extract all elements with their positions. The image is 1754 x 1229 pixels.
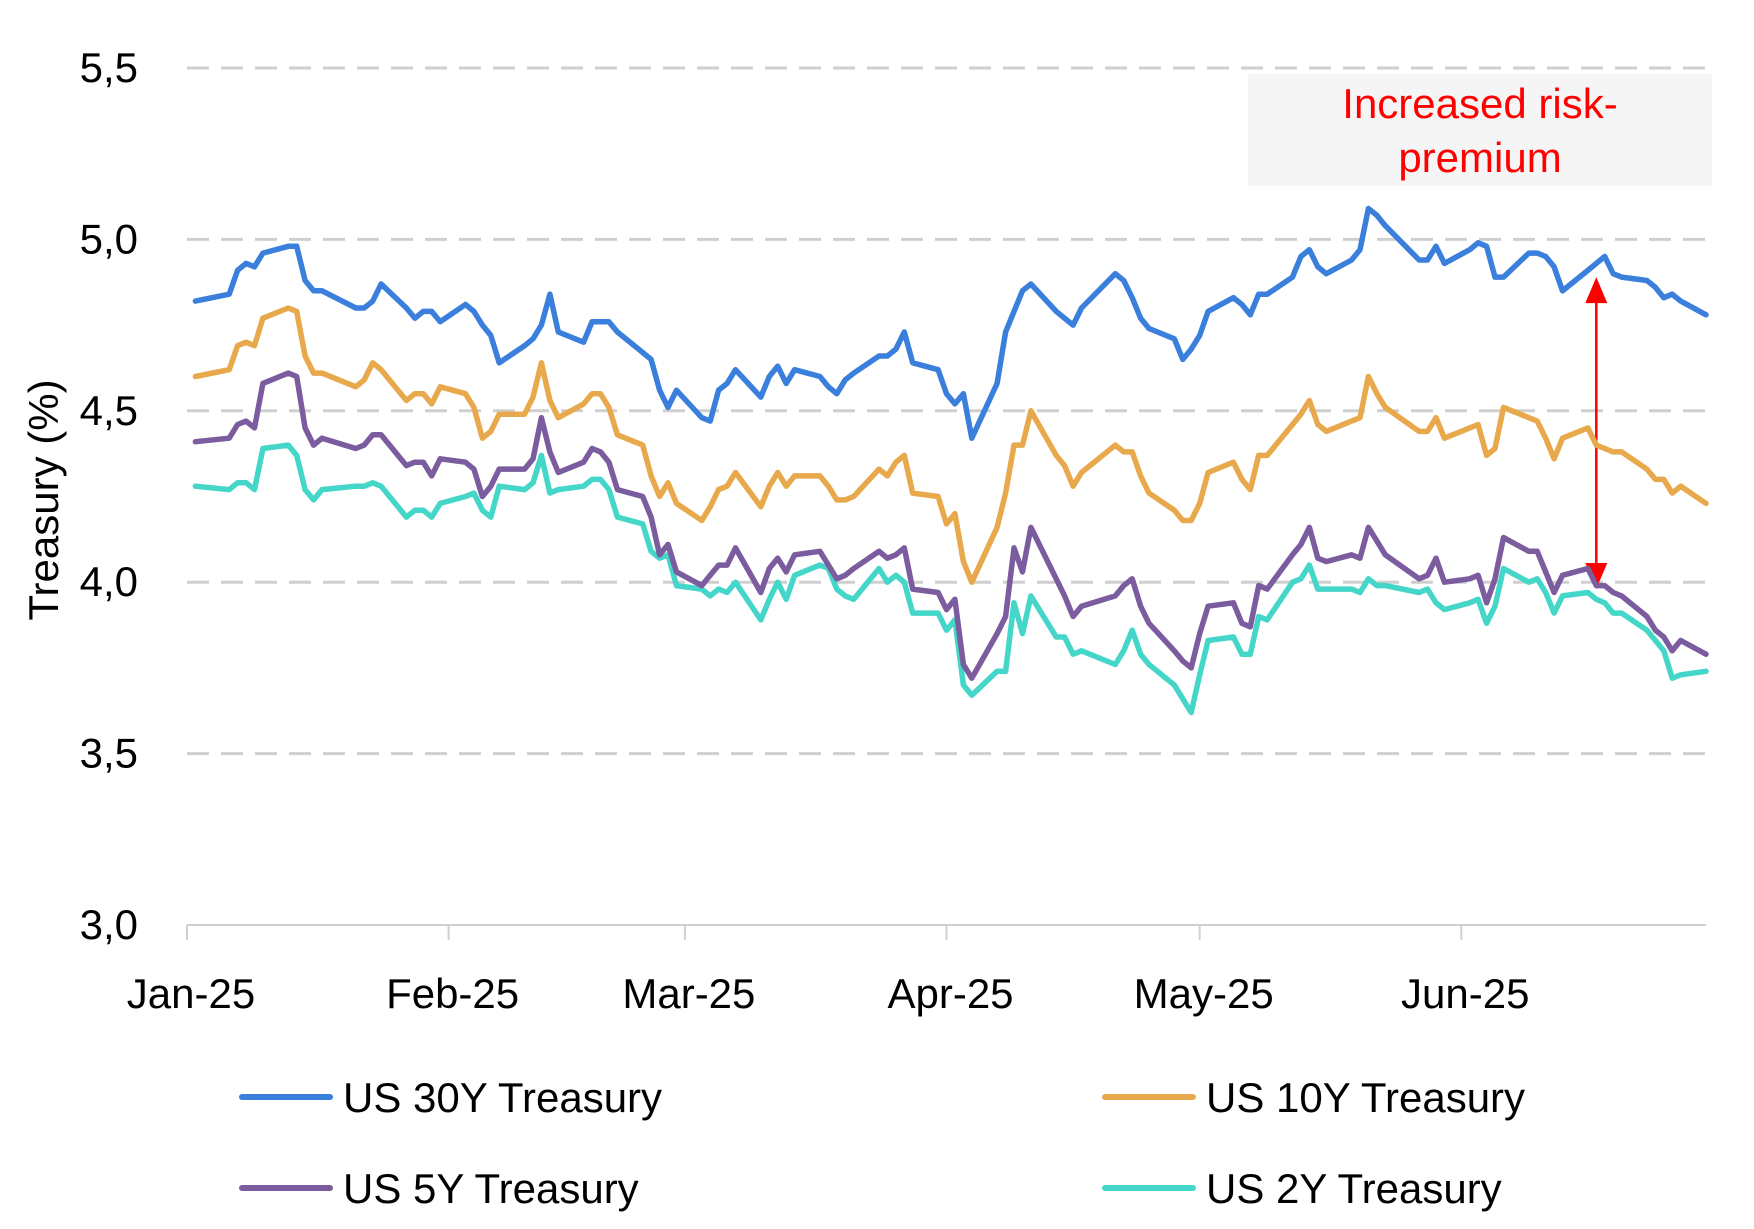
legend-label-2y: US 2Y Treasury: [1206, 1165, 1502, 1212]
annotation-line-1: Increased risk-: [1342, 80, 1617, 127]
x-tick-label: Mar-25: [622, 970, 755, 1017]
y-tick-label: 5,0: [80, 215, 138, 262]
series-line-us-5y-treasury: [192, 370, 1709, 681]
annotation: Increased risk- premium: [1248, 74, 1712, 186]
x-tick-label: May-25: [1134, 970, 1274, 1017]
y-tick-label: 4,5: [80, 387, 138, 434]
annotation-box: [1248, 74, 1712, 186]
series-line-us-2y-treasury: [192, 442, 1709, 716]
annotation-arrowhead-up: [1585, 277, 1608, 304]
x-tick-label: Apr-25: [887, 970, 1013, 1017]
legend-item-2y: US 2Y Treasury: [1102, 1165, 1502, 1212]
x-axis: Jan-25 Feb-25 Mar-25 Apr-25 May-25 Jun-25: [127, 924, 1706, 1017]
legend: US 30Y Treasury US 10Y Treasury US 5Y Tr…: [239, 1074, 1525, 1212]
x-tick-label: Jun-25: [1401, 970, 1529, 1017]
legend-label-5y: US 5Y Treasury: [343, 1165, 639, 1212]
y-axis-label: Treasury (%): [20, 379, 67, 620]
y-tick-label: 3,5: [80, 730, 138, 777]
legend-label-10y: US 10Y Treasury: [1206, 1074, 1525, 1121]
legend-item-30y: US 30Y Treasury: [239, 1074, 662, 1121]
y-tick-label: 3,0: [80, 901, 138, 948]
legend-label-30y: US 30Y Treasury: [343, 1074, 662, 1121]
annotation-line-2: premium: [1398, 134, 1561, 181]
x-tick-label: Feb-25: [386, 970, 519, 1017]
gridlines: [187, 66, 1706, 756]
series-lines: [192, 205, 1709, 716]
series-line-us-10y-treasury: [192, 305, 1709, 585]
legend-item-5y: US 5Y Treasury: [239, 1165, 639, 1212]
legend-item-10y: US 10Y Treasury: [1102, 1074, 1525, 1121]
x-tick-label: Jan-25: [127, 970, 255, 1017]
y-tick-label: 5,5: [80, 44, 138, 91]
y-axis-tick-labels: 3,0 3,5 4,0 4,5 5,0 5,5: [80, 44, 138, 948]
y-tick-label: 4,0: [80, 558, 138, 605]
series-line-us-30y-treasury: [192, 205, 1709, 441]
